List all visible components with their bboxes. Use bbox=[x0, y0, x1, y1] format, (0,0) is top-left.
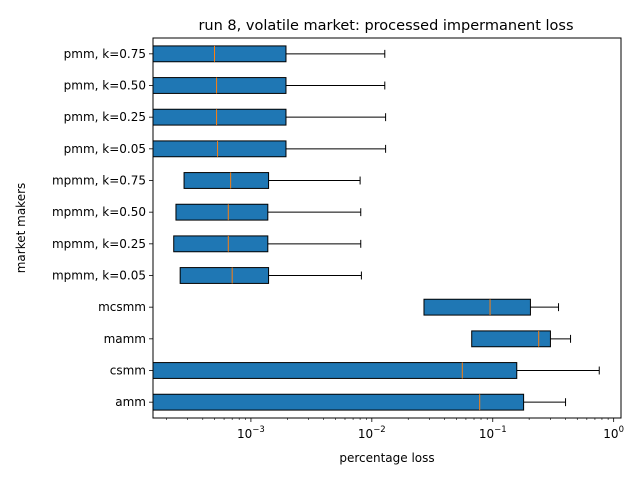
y-tick-label: pmm, k=0.25 bbox=[64, 110, 146, 124]
y-tick-label: pmm, k=0.75 bbox=[64, 47, 146, 61]
y-tick-label: mpmm, k=0.75 bbox=[52, 174, 146, 188]
x-tick-label: 10−3 bbox=[237, 425, 265, 441]
y-tick-label: pmm, k=0.50 bbox=[64, 79, 146, 93]
box bbox=[152, 108, 287, 126]
x-tick-label: 100 bbox=[603, 425, 624, 441]
chart-title: run 8, volatile market: processed imperm… bbox=[198, 18, 573, 34]
plot-area: 10−3 10−2 10−1 100 pmm, k=0.75 pmm, k=0.50 pmm… bbox=[52, 37, 624, 441]
axes-frame bbox=[152, 37, 622, 419]
y-tick-label: mpmm, k=0.25 bbox=[52, 237, 146, 251]
box bbox=[152, 140, 287, 158]
y-tick-label: mpmm, k=0.50 bbox=[52, 205, 146, 219]
y-tick-label: mcsmm bbox=[98, 300, 146, 314]
box bbox=[173, 235, 269, 253]
box bbox=[179, 267, 270, 284]
box bbox=[152, 393, 525, 411]
y-tick-label: amm bbox=[115, 395, 146, 409]
box bbox=[175, 203, 269, 221]
x-tick-label: 10−2 bbox=[358, 425, 386, 441]
box bbox=[152, 45, 287, 63]
box bbox=[183, 172, 270, 189]
y-tick-label: pmm, k=0.05 bbox=[64, 142, 146, 156]
y-tick-label: csmm bbox=[110, 364, 146, 378]
box bbox=[423, 298, 531, 316]
y-tick-label: mpmm, k=0.05 bbox=[52, 269, 146, 283]
box bbox=[152, 77, 287, 94]
box bbox=[471, 330, 551, 348]
box bbox=[152, 362, 518, 379]
y-axis-label: market makers bbox=[14, 183, 28, 274]
x-axis-label: percentage loss bbox=[339, 451, 434, 465]
x-tick-label: 10−1 bbox=[479, 425, 507, 441]
y-tick-label: mamm bbox=[104, 332, 146, 346]
